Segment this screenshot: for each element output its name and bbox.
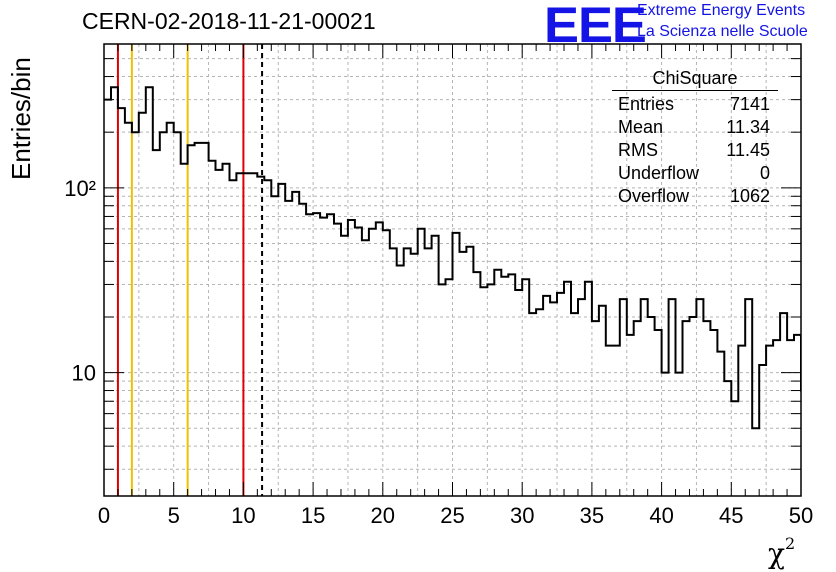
x-tick-label: 25 <box>440 503 464 528</box>
x-tick-label: 45 <box>719 503 743 528</box>
threshold-lines <box>116 44 264 496</box>
stats-label: Mean <box>618 117 664 137</box>
y-tick-label: 10² <box>64 176 96 201</box>
x-tick-label: 15 <box>301 503 325 528</box>
x-tick-label: 5 <box>168 503 180 528</box>
stats-value: 0 <box>759 163 770 183</box>
x-tick-label: 35 <box>580 503 604 528</box>
stats-label: Entries <box>618 94 675 114</box>
stats-title: ChiSquare <box>612 68 778 91</box>
x-axis-label: χ2 <box>768 534 795 570</box>
logo-text-line2: La Scienza nelle Scuole <box>637 23 808 40</box>
x-tick-label: 20 <box>371 503 395 528</box>
stats-value: 11.34 <box>726 117 770 137</box>
x-tick-label: 30 <box>510 503 534 528</box>
stats-box: ChiSquare Entries 7141 Mean 11.34 RMS 11.45 Un… <box>612 68 778 208</box>
stats-row: Underflow 0 <box>612 162 778 185</box>
stats-row: Mean 11.34 <box>612 116 778 139</box>
histogram-series <box>104 86 801 430</box>
y-tick-label: 10 <box>72 361 96 386</box>
axis-ticks <box>103 43 802 496</box>
stats-label: Underflow <box>618 163 700 183</box>
x-tick-label: 50 <box>789 503 813 528</box>
logo-text-line1: Extreme Energy Events <box>637 2 806 19</box>
x-axis-label-superscript: 2 <box>784 534 796 553</box>
x-tick-label: 0 <box>98 503 110 528</box>
stats-value: 1062 <box>729 186 770 206</box>
stats-rows: Entries 7141 Mean 11.34 RMS 11.45 Underflow 0 Ov… <box>612 93 778 208</box>
stats-label: RMS <box>618 140 658 160</box>
stats-row: Entries 7141 <box>612 93 778 116</box>
stats-row: Overflow 1062 <box>612 185 778 208</box>
plot-title: CERN-02-2018-11-21-00021 <box>82 8 376 34</box>
stats-row: RMS 11.45 <box>612 139 778 162</box>
stats-value: 11.45 <box>726 140 770 160</box>
stats-label: Overflow <box>618 186 690 206</box>
stats-value: 7141 <box>729 94 770 114</box>
x-tick-label: 10 <box>231 503 255 528</box>
x-tick-label: 40 <box>649 503 673 528</box>
x-axis-label-symbol: χ <box>768 537 785 570</box>
grid-lines <box>103 44 802 496</box>
axis-tick-labels: 0 5 10 15 20 25 30 35 40 45 50 10 10² <box>64 176 813 528</box>
